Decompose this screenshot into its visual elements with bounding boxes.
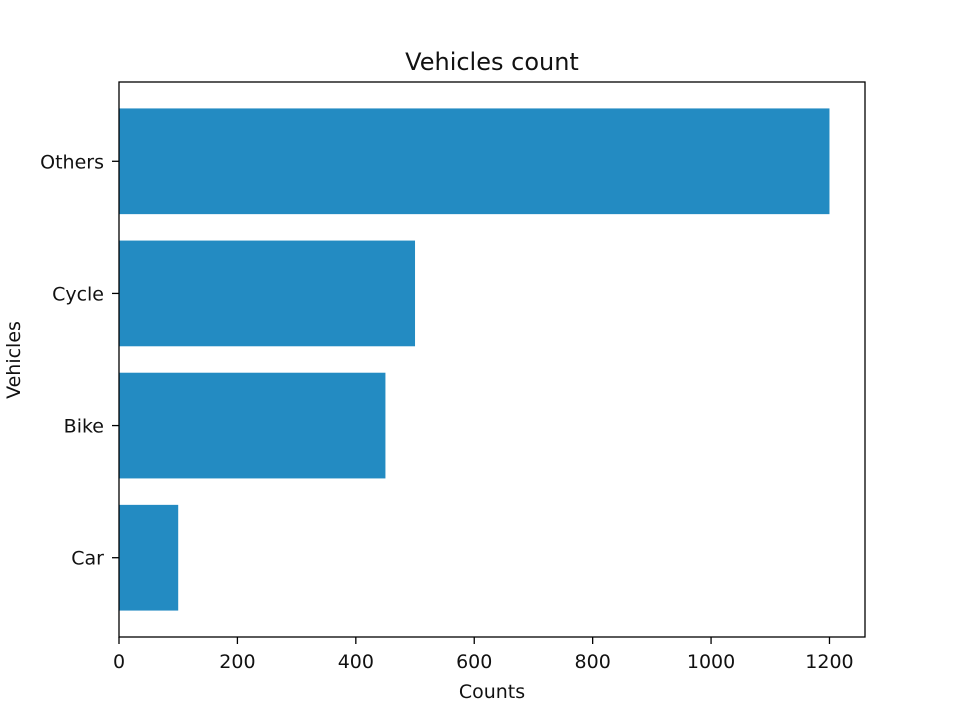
y-tick-label: Cycle: [52, 283, 104, 305]
x-axis-label: Counts: [459, 681, 525, 703]
x-tick-label: 1000: [687, 651, 735, 673]
x-tick-label: 600: [456, 651, 492, 673]
bar-bike: [119, 372, 386, 479]
plot-frame: [118, 81, 866, 638]
y-tick-label: Bike: [64, 416, 104, 438]
y-tick-label: Others: [40, 151, 104, 173]
x-tick-label: 400: [338, 651, 374, 673]
x-tick-label: 800: [575, 651, 611, 673]
x-tick-label: 200: [219, 651, 255, 673]
bar-cycle: [119, 240, 416, 347]
y-axis-label: Vehicles: [3, 321, 25, 399]
x-axis-ticks: 0 200 400 600 800 1000 1200: [113, 637, 854, 673]
x-tick-label: 1200: [805, 651, 853, 673]
chart-title: Vehicles count: [405, 48, 579, 76]
x-tick-label: 0: [113, 651, 125, 673]
bar-car: [119, 504, 179, 611]
bars-group: [119, 108, 830, 611]
y-axis-ticks: Car Bike Cycle Others: [40, 151, 119, 570]
y-tick-label: Car: [71, 548, 104, 570]
bar-others: [119, 108, 830, 215]
